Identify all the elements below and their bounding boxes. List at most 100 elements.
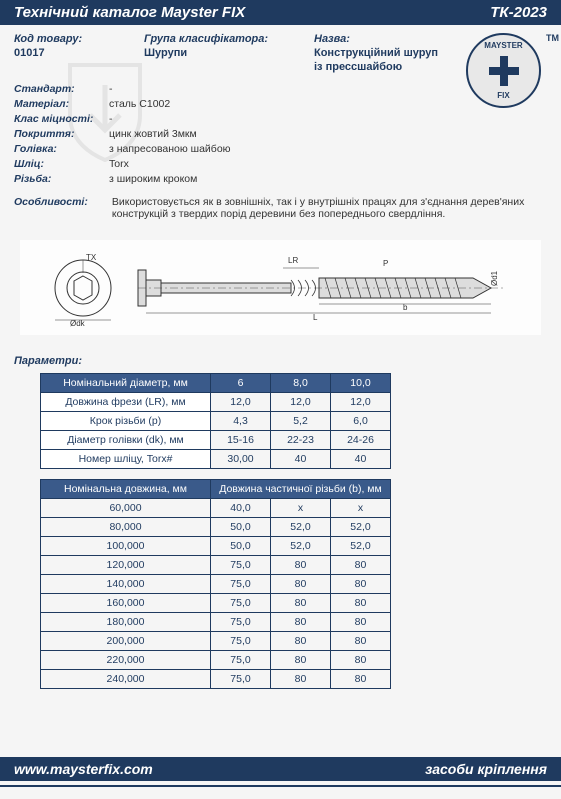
table-cell: 75,0: [211, 575, 271, 594]
name-value2: із прессшайбою: [314, 61, 464, 73]
table-row: 220,00075,08080: [41, 651, 391, 670]
table-cell: 80: [271, 556, 331, 575]
spec-value: з напресованою шайбою: [109, 143, 231, 155]
spec-row: Шліц:Torx: [14, 158, 547, 170]
spec-value: Torx: [109, 158, 129, 170]
table-cell: 80: [331, 613, 391, 632]
table-cell: 80: [331, 632, 391, 651]
table-cell: 50,0: [211, 518, 271, 537]
table-cell: 75,0: [211, 670, 271, 689]
table-cell: 80,000: [41, 518, 211, 537]
table-row: 180,00075,08080: [41, 613, 391, 632]
header-code: ТК-2023: [490, 4, 547, 21]
spec-row: Клас міцності:-: [14, 113, 547, 125]
svg-text:b: b: [403, 303, 408, 312]
table-row: 60,00040,0xx: [41, 499, 391, 518]
logo-text-fix: FIX: [468, 91, 539, 100]
footer-slogan: засоби кріплення: [425, 761, 547, 777]
table-cell: 100,000: [41, 537, 211, 556]
table-row: Довжина фрези (LR), мм12,012,012,0: [41, 393, 391, 412]
name-label: Назва:: [314, 33, 464, 45]
table-cell: 52,0: [331, 537, 391, 556]
table-row: 80,00050,052,052,0: [41, 518, 391, 537]
table-header: Номінальна довжина, мм: [41, 480, 211, 499]
table-cell: 80: [271, 651, 331, 670]
table-cell: 80: [271, 575, 331, 594]
spec-row: Покриття:цинк жовтий 3мкм: [14, 128, 547, 140]
table-header: 6: [211, 374, 271, 393]
table-cell: 12,0: [271, 393, 331, 412]
table-row: Номер шліцу, Torx#30,004040: [41, 450, 391, 469]
table-cell: 220,000: [41, 651, 211, 670]
svg-text:LR: LR: [288, 256, 298, 265]
svg-text:P: P: [383, 259, 388, 268]
svg-text:Ød1: Ød1: [490, 270, 499, 286]
top-section: Код товару: 01017 Група класифікатора: Ш…: [0, 25, 561, 192]
table-row: 200,00075,08080: [41, 632, 391, 651]
table-cell: 80: [331, 670, 391, 689]
table-cell: 80: [271, 594, 331, 613]
spec-row: Різьба:з широким кроком: [14, 173, 547, 185]
spec-value: -: [109, 113, 113, 125]
svg-text:L: L: [313, 313, 318, 322]
table-cell: 52,0: [331, 518, 391, 537]
table-cell: 80: [331, 556, 391, 575]
parameters-table-2: Номінальна довжина, ммДовжина частичної …: [40, 479, 391, 689]
table-cell: Діаметр голівки (dk), мм: [41, 431, 211, 450]
spec-label: Голівка:: [14, 143, 109, 155]
table-header: 8,0: [271, 374, 331, 393]
spec-label: Різьба:: [14, 173, 109, 185]
table-cell: 22-23: [271, 431, 331, 450]
table-cell: 75,0: [211, 594, 271, 613]
table-cell: 60,000: [41, 499, 211, 518]
table-row: 140,00075,08080: [41, 575, 391, 594]
svg-text:Ødk: Ødk: [70, 319, 86, 328]
spec-value: цинк жовтий 3мкм: [109, 128, 197, 140]
table-cell: 140,000: [41, 575, 211, 594]
table-cell: 80: [331, 651, 391, 670]
header-title: Технічний каталог Mayster FIX: [14, 4, 245, 21]
parameters-table-1: Номінальний діаметр, мм68,010,0Довжина ф…: [40, 373, 391, 469]
table-cell: x: [331, 499, 391, 518]
table-row: Крок різьби (р)4,35,26,0: [41, 412, 391, 431]
table-cell: 75,0: [211, 651, 271, 670]
table-cell: 40: [271, 450, 331, 469]
table-header: Довжина частичної різьби (b), мм: [211, 480, 391, 499]
header-bar: Технічний каталог Mayster FIX ТК-2023: [0, 0, 561, 25]
table-cell: 75,0: [211, 556, 271, 575]
table-cell: Довжина фрези (LR), мм: [41, 393, 211, 412]
logo: MAYSTER FIX: [466, 33, 541, 108]
table-cell: 75,0: [211, 613, 271, 632]
footer-bar: www.maysterfix.com засоби кріплення: [0, 757, 561, 781]
table-cell: 80: [331, 575, 391, 594]
table-cell: x: [271, 499, 331, 518]
logo-text-mayster: MAYSTER: [468, 41, 539, 50]
table-cell: 80: [271, 613, 331, 632]
table-cell: 52,0: [271, 537, 331, 556]
code-label: Код товару:: [14, 33, 114, 45]
features-row: Особливості: Використовується як в зовні…: [0, 192, 561, 230]
logo-cross-icon: [489, 56, 519, 86]
table-cell: Номер шліцу, Torx#: [41, 450, 211, 469]
table-row: 100,00050,052,052,0: [41, 537, 391, 556]
table-cell: 40: [331, 450, 391, 469]
features-text: Використовується як в зовнішніх, так і у…: [112, 196, 532, 220]
table-cell: 50,0: [211, 537, 271, 556]
table-cell: 5,2: [271, 412, 331, 431]
table-cell: 180,000: [41, 613, 211, 632]
code-value: 01017: [14, 47, 114, 59]
group-value: Шурупи: [144, 47, 284, 59]
table-cell: 200,000: [41, 632, 211, 651]
table-cell: 80: [271, 670, 331, 689]
table-cell: 12,0: [331, 393, 391, 412]
table-cell: 6,0: [331, 412, 391, 431]
table-cell: 4,3: [211, 412, 271, 431]
spec-row: Голівка:з напресованою шайбою: [14, 143, 547, 155]
spec-value: -: [109, 83, 113, 95]
footer-url: www.maysterfix.com: [14, 761, 153, 777]
table-cell: 40,0: [211, 499, 271, 518]
logo-tm: TM: [546, 33, 559, 43]
head-front-icon: TX Ødk: [48, 248, 118, 328]
screw-side-icon: LR L b P Ød1: [133, 248, 513, 328]
spec-value: сталь С1002: [109, 98, 170, 110]
